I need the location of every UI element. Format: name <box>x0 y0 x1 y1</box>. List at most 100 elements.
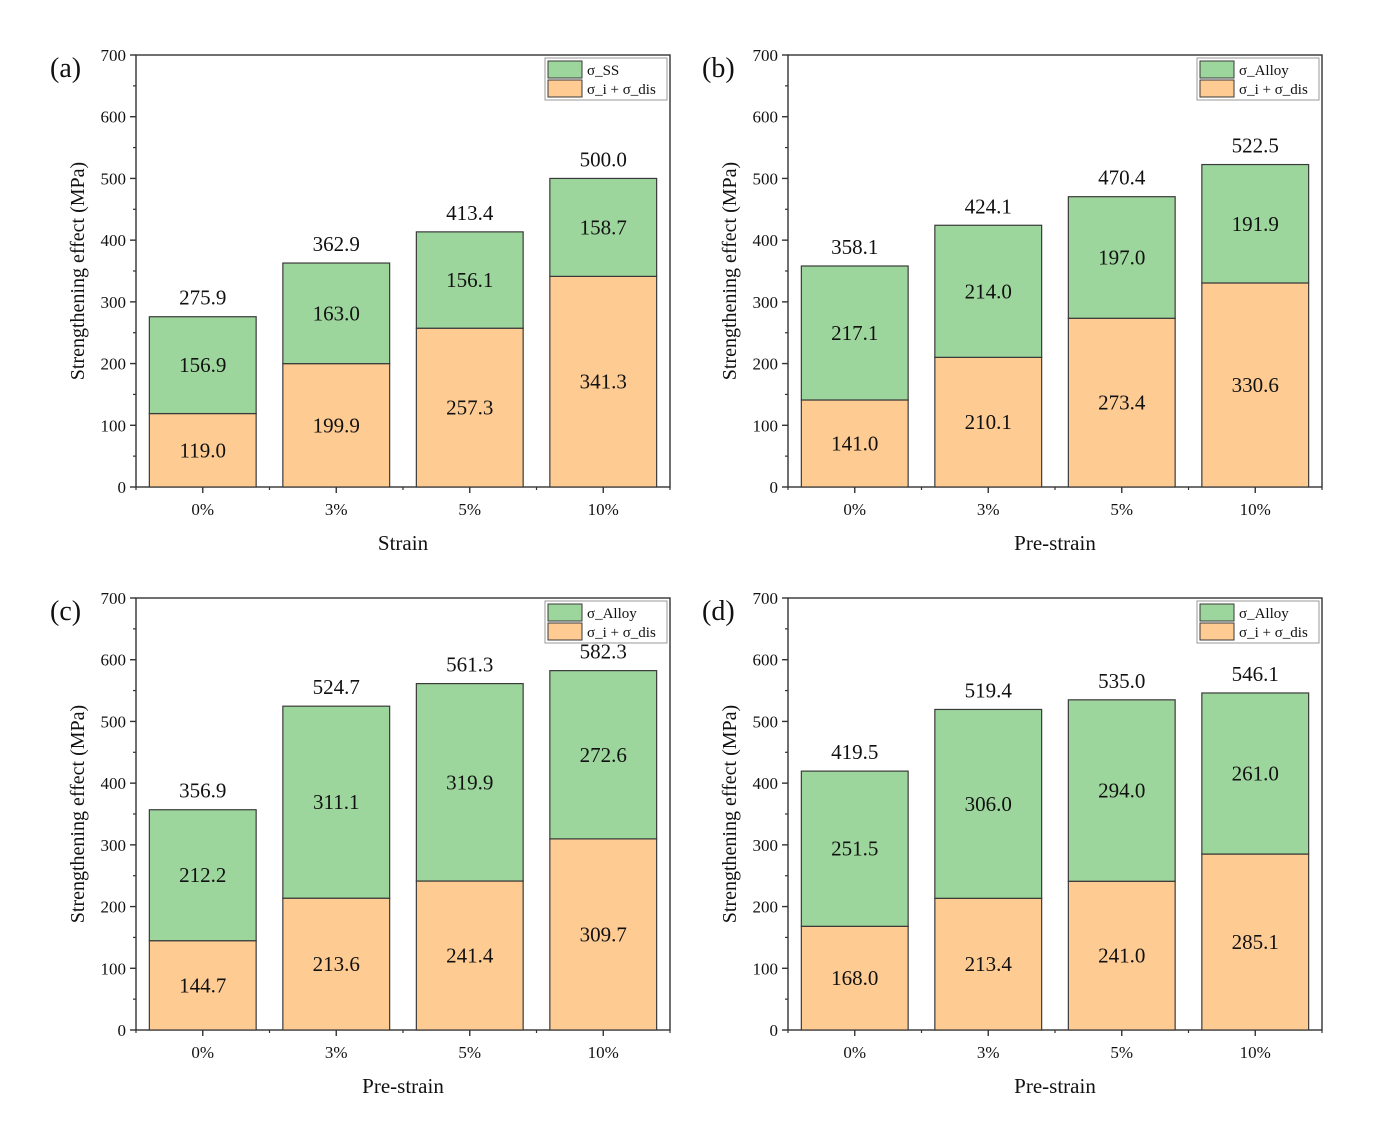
bar-segment-upper <box>282 262 391 365</box>
x-tick-label: 10% <box>588 1043 619 1062</box>
y-tick-label: 300 <box>753 836 779 855</box>
bar-segment-lower <box>148 940 257 1031</box>
data-label-lower: 241.0 <box>1098 944 1145 968</box>
x-tick-label: 0% <box>843 500 866 519</box>
data-label-upper: 158.7 <box>580 215 627 239</box>
legend: σ_SS σ_i + σ_dis <box>544 57 668 101</box>
data-label-total: 519.4 <box>965 678 1013 702</box>
y-tick-label: 0 <box>118 1021 127 1040</box>
panel-label: (c) <box>50 596 81 627</box>
x-tick-label: 0% <box>191 500 214 519</box>
x-tick-label: 10% <box>1240 1043 1271 1062</box>
y-tick-label: 0 <box>770 478 779 497</box>
x-tick-label: 10% <box>1240 500 1271 519</box>
legend-entry: σ_i + σ_dis <box>587 625 656 641</box>
y-tick-label: 500 <box>753 169 779 188</box>
bar-segment-upper <box>282 705 391 899</box>
bar-segment-upper <box>148 316 257 415</box>
panel-b: 0 100 200 300 400 500 600 700 0% 3% 5% 10% Pre-strai… <box>702 46 1323 555</box>
x-axis-title: Pre-strain <box>362 1074 444 1098</box>
legend-swatch <box>1199 79 1235 98</box>
legend-entry: σ_SS <box>587 63 619 79</box>
y-tick-label: 300 <box>753 293 779 312</box>
data-label-total: 522.5 <box>1232 134 1279 158</box>
bar-segment-upper <box>415 231 524 329</box>
legend-entry: σ_Alloy <box>1239 63 1289 79</box>
y-tick-label: 100 <box>753 416 779 435</box>
data-label-upper: 311.1 <box>313 790 359 814</box>
data-label-lower: 341.3 <box>580 370 627 394</box>
data-label-upper: 156.9 <box>179 353 226 377</box>
panel-label: (d) <box>702 596 735 627</box>
legend-swatch <box>1199 622 1235 641</box>
data-label-lower: 141.0 <box>831 431 878 455</box>
data-label-total: 362.9 <box>313 232 360 256</box>
data-label-lower: 285.1 <box>1232 930 1279 954</box>
y-tick-label: 100 <box>101 416 127 435</box>
legend-entry: σ_Alloy <box>1239 606 1289 622</box>
y-tick-label: 400 <box>101 231 127 250</box>
data-label-upper: 156.1 <box>446 268 493 292</box>
data-label-lower: 241.4 <box>446 944 494 968</box>
y-tick-label: 500 <box>101 712 127 731</box>
bar-segment-upper <box>415 682 524 882</box>
data-label-total: 470.4 <box>1098 166 1146 190</box>
data-label-upper: 261.0 <box>1232 762 1279 786</box>
panel-label: (b) <box>702 53 735 84</box>
y-tick-label: 200 <box>753 898 779 917</box>
data-label-total: 546.1 <box>1232 662 1279 686</box>
data-label-lower: 309.7 <box>580 922 627 946</box>
bar-segment-lower <box>1067 317 1176 488</box>
x-tick-label: 3% <box>977 1043 1000 1062</box>
y-tick-label: 100 <box>753 959 779 978</box>
y-tick-label: 0 <box>118 478 127 497</box>
data-label-upper: 163.0 <box>313 301 360 325</box>
x-tick-label: 3% <box>325 1043 348 1062</box>
x-tick-label: 5% <box>1110 500 1133 519</box>
legend-entry: σ_i + σ_dis <box>1239 82 1308 98</box>
y-tick-label: 500 <box>753 712 779 731</box>
panel-c: 0 100 200 300 400 500 600 700 0% 3% 5% 10% Pre-strai… <box>50 589 671 1098</box>
data-label-upper: 214.0 <box>965 279 1012 303</box>
y-tick-label: 700 <box>753 46 779 65</box>
x-axis-title: Pre-strain <box>1014 1074 1096 1098</box>
bar-segment-lower <box>549 838 658 1031</box>
x-axis-title: Pre-strain <box>1014 531 1096 555</box>
bar-segment-upper <box>800 770 909 927</box>
y-axis-title: Strengthening effect (MPa) <box>67 162 89 380</box>
y-tick-label: 400 <box>753 231 779 250</box>
data-label-upper: 217.1 <box>831 321 878 345</box>
bar-segment-lower <box>415 880 524 1031</box>
x-tick-label: 10% <box>588 500 619 519</box>
y-tick-label: 700 <box>753 589 779 608</box>
data-label-lower: 144.7 <box>179 973 226 997</box>
x-tick-label: 0% <box>843 1043 866 1062</box>
bar-segment-lower <box>800 925 909 1031</box>
data-label-total: 275.9 <box>179 286 226 310</box>
x-tick-label: 0% <box>191 1043 214 1062</box>
data-label-lower: 119.0 <box>180 438 226 462</box>
legend-swatch <box>1199 603 1235 622</box>
y-tick-label: 700 <box>101 589 127 608</box>
bar-segment-upper <box>148 809 257 942</box>
x-tick-label: 5% <box>458 1043 481 1062</box>
legend-entry: σ_i + σ_dis <box>1239 625 1308 641</box>
data-label-total: 500.0 <box>580 147 627 171</box>
data-label-lower: 168.0 <box>831 966 878 990</box>
bar-segment-upper <box>800 265 909 401</box>
data-label-total: 424.1 <box>965 194 1012 218</box>
y-axis-title: Strengthening effect (MPa) <box>719 705 741 923</box>
data-label-upper: 294.0 <box>1098 779 1145 803</box>
y-tick-label: 300 <box>101 836 127 855</box>
legend-swatch <box>547 603 583 622</box>
legend: σ_Alloy σ_i + σ_dis <box>1196 600 1320 644</box>
bar-segment-lower <box>934 897 1043 1031</box>
data-label-upper: 272.6 <box>580 743 627 767</box>
y-tick-label: 400 <box>753 774 779 793</box>
y-tick-label: 100 <box>101 959 127 978</box>
legend-swatch <box>1199 60 1235 79</box>
y-tick-label: 200 <box>101 355 127 374</box>
data-label-lower: 257.3 <box>446 396 493 420</box>
panel-a: 0 100 200 300 400 500 600 700 0% 3% 5% 10% Strain Str… <box>50 46 671 555</box>
data-label-lower: 273.4 <box>1098 391 1146 415</box>
